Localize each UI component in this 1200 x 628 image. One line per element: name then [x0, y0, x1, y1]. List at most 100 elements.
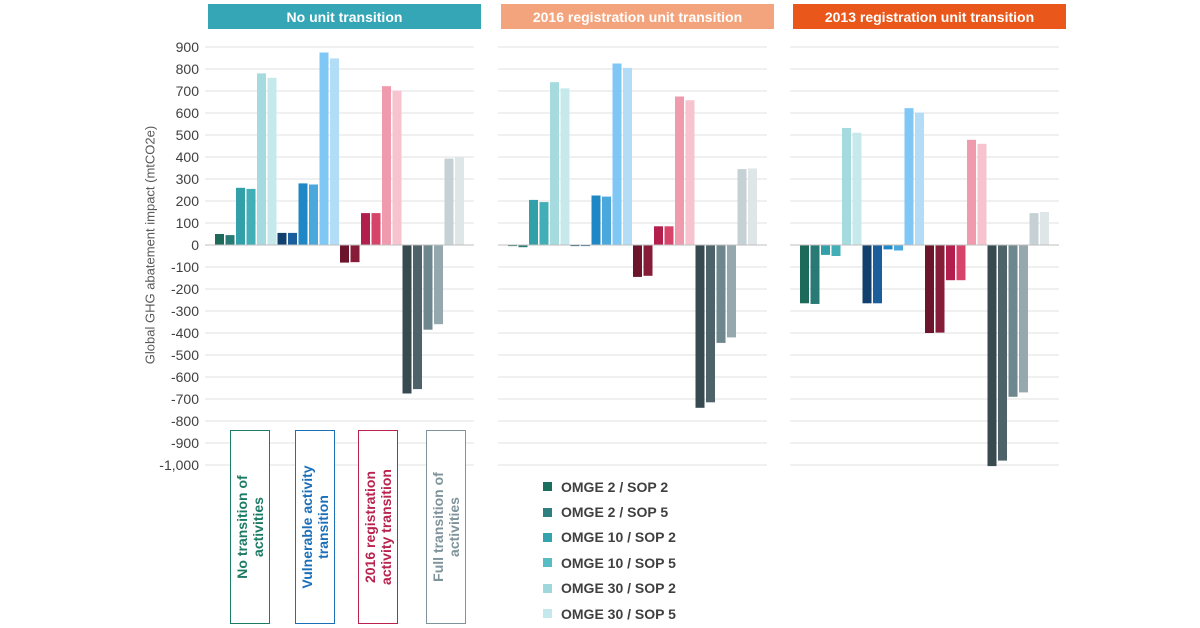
bar: [1040, 212, 1049, 245]
bar: [215, 234, 224, 245]
y-tick-label: -1,000: [159, 457, 199, 473]
bar: [570, 245, 580, 247]
y-tick-label: -700: [171, 391, 199, 407]
legend-label: OMGE 10 / SOP 5: [561, 554, 676, 571]
bar: [1008, 245, 1018, 397]
bar: [371, 213, 381, 245]
scenario-label-line: Full transition of: [430, 472, 446, 582]
scenario-label: No transition of activities: [234, 475, 266, 578]
y-tick-label: -400: [171, 325, 199, 341]
legend-item: OMGE 10 / SOP 2: [543, 525, 676, 550]
bar: [727, 245, 736, 338]
scenario-box: Full transition of activities: [426, 430, 466, 624]
y-tick-label: -900: [171, 435, 199, 451]
bar: [330, 58, 339, 245]
scenario-label: Full transition of activities: [430, 472, 462, 582]
legend-swatch: [543, 583, 552, 593]
y-tick-label: -300: [171, 303, 199, 319]
bar: [967, 139, 976, 245]
bar: [831, 245, 841, 256]
y-tick-label: 200: [176, 193, 200, 209]
legend-item: OMGE 2 / SOP 5: [543, 499, 676, 524]
scenario-label-line: Vulnerable activity: [299, 465, 315, 589]
bar: [267, 77, 277, 245]
bar: [591, 195, 601, 245]
legend: OMGE 2 / SOP 2 OMGE 2 / SOP 5 OMGE 10 / SO…: [543, 474, 676, 626]
bar: [382, 86, 391, 245]
bar: [821, 245, 830, 255]
bar: [518, 245, 528, 248]
bar: [350, 245, 360, 263]
bar: [1019, 245, 1028, 393]
y-tick-label: 300: [176, 171, 200, 187]
bar: [862, 245, 872, 304]
bar: [277, 232, 287, 245]
y-tick-label: -500: [171, 347, 199, 363]
panel-title: 2013 registration unit transition: [793, 4, 1066, 29]
bar: [319, 52, 329, 245]
bar: [706, 245, 715, 403]
bar: [998, 245, 1007, 461]
y-tick-label: -200: [171, 281, 199, 297]
y-tick-label: 100: [176, 215, 200, 231]
y-tick-label: -800: [171, 413, 199, 429]
panel-title: No unit transition: [208, 4, 481, 29]
bar: [873, 245, 882, 304]
bar: [455, 157, 464, 245]
bar: [444, 158, 454, 245]
scenario-box: 2016 registration activity transition: [358, 430, 398, 624]
scenario-label: Vulnerable activity transition: [299, 465, 331, 588]
legend-label: OMGE 2 / SOP 2: [561, 478, 669, 495]
y-tick-label: 600: [176, 105, 200, 121]
bar: [288, 232, 297, 245]
scenario-label-line: No transition of: [234, 475, 250, 579]
y-tick-label: -600: [171, 369, 199, 385]
bar: [956, 245, 966, 281]
bar: [529, 199, 538, 245]
legend-item: OMGE 30 / SOP 5: [543, 601, 676, 626]
legend-swatch: [543, 482, 552, 492]
bar: [737, 169, 747, 245]
scenario-label-line: activity transition: [378, 469, 394, 585]
legend-swatch: [543, 507, 552, 517]
bar: [581, 245, 590, 247]
scenario-box: Vulnerable activity transition: [295, 430, 335, 624]
scenario-label-line: activities: [446, 497, 462, 557]
bar: [977, 143, 987, 245]
bar: [643, 245, 653, 276]
y-tick-label: 800: [176, 61, 200, 77]
bar: [654, 226, 663, 245]
legend-label: OMGE 30 / SOP 5: [561, 605, 676, 622]
scenario-label-line: activities: [250, 497, 266, 557]
legend-swatch: [543, 609, 552, 619]
bar: [675, 96, 684, 245]
bar: [361, 213, 370, 245]
bar: [664, 226, 674, 245]
bar: [392, 90, 402, 245]
bar: [810, 245, 820, 304]
bar: [904, 108, 914, 245]
bar: [894, 245, 903, 251]
bar: [236, 187, 245, 245]
legend-item: OMGE 10 / SOP 5: [543, 550, 676, 575]
bar: [612, 63, 622, 245]
bar: [987, 245, 997, 467]
bar: [413, 245, 422, 390]
bar: [852, 132, 862, 245]
bar: [602, 196, 611, 245]
bar: [246, 188, 256, 245]
y-tick-label: 500: [176, 127, 200, 143]
legend-label: OMGE 2 / SOP 5: [561, 504, 669, 521]
legend-swatch: [543, 558, 552, 568]
legend-item: OMGE 30 / SOP 2: [543, 576, 676, 601]
y-tick-label: 700: [176, 83, 200, 99]
panel-title: 2016 registration unit transition: [501, 4, 774, 29]
bar: [935, 245, 945, 333]
y-tick-label: 900: [176, 39, 200, 55]
bar: [257, 73, 266, 246]
bar: [633, 245, 642, 277]
bar: [946, 245, 955, 281]
bar: [685, 100, 695, 246]
legend-label: OMGE 10 / SOP 2: [561, 529, 676, 546]
